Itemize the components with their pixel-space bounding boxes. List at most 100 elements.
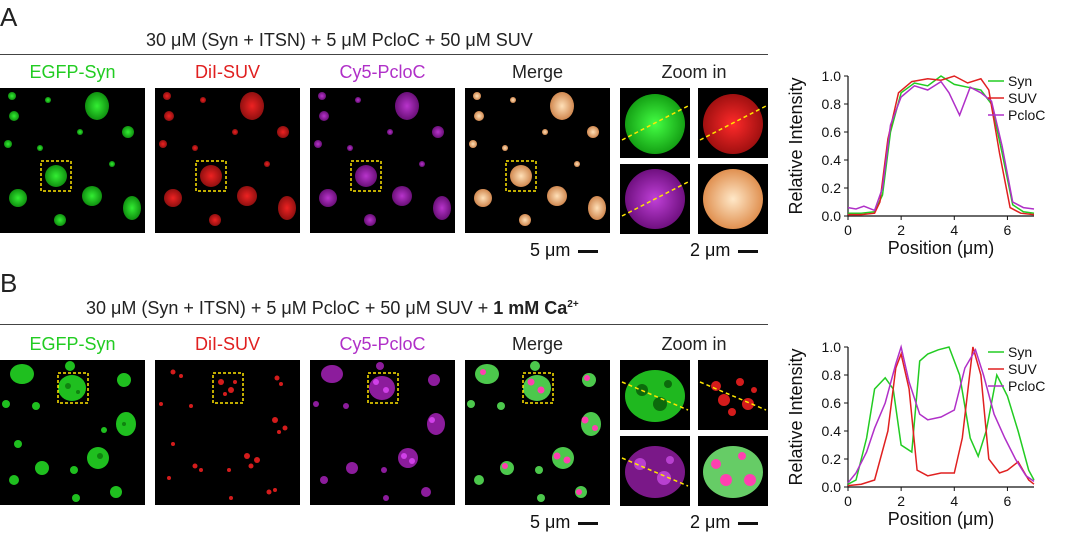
x-axis-label: Position (μm)	[888, 509, 994, 529]
x-tick-label: 6	[1004, 493, 1012, 509]
droplet-field	[159, 369, 288, 500]
micrograph-dii-suv-b	[155, 360, 300, 505]
zoom-ploc-b	[620, 436, 690, 506]
zoom-droplet	[703, 446, 763, 498]
legend-label: SUV	[1008, 361, 1037, 377]
channel-label-egfp-syn: EGFP-Syn	[29, 334, 116, 354]
zoom-droplet	[699, 94, 767, 154]
scalebar-main-a: 5 μm	[530, 240, 599, 261]
zoom-merge-a	[698, 164, 768, 234]
x-tick-label: 2	[897, 493, 905, 509]
zoom-merge-b	[698, 436, 768, 506]
channel-label-dii-suv: DiI-SUV	[194, 62, 260, 82]
y-tick-label: 1.0	[822, 68, 842, 84]
line-profile-chart-a: 0.0 0.2 0.4 0.6 0.8 1.0 0 2 4 6 Position (μm) Relat…	[780, 62, 1075, 267]
micrograph-cy5-ploc-b	[310, 360, 455, 505]
channel-label-dii-suv: DiI-SUV	[194, 334, 260, 354]
zoom-ploc-a	[620, 164, 690, 234]
zoom-syn-b	[620, 360, 690, 430]
series-line-pcloc	[847, 344, 1035, 484]
legend-label: PcloC	[1008, 107, 1045, 123]
channel-label-merge: Merge	[511, 334, 564, 354]
micrograph-dii-suv-a	[155, 88, 300, 233]
y-tick-label: 0.8	[822, 96, 842, 112]
y-tick-label: 0.4	[822, 152, 842, 168]
y-tick-label: 0.8	[822, 367, 842, 383]
condition-text: 30 μM (Syn + ITSN) + 5 μM PcloC + 50 μM …	[146, 30, 533, 50]
legend-label: PcloC	[1008, 378, 1045, 394]
micrograph-egfp-syn-a	[0, 88, 145, 233]
channel-label-merge: Merge	[511, 62, 564, 82]
y-tick-label: 0.6	[822, 395, 842, 411]
zoom-droplet	[621, 94, 689, 154]
droplet-field	[314, 92, 451, 226]
x-tick-label: 4	[950, 493, 958, 509]
micrograph-egfp-syn-b	[0, 360, 145, 505]
y-tick-label: 0.2	[822, 451, 842, 467]
x-tick-label: 4	[950, 222, 958, 238]
zoom-droplet	[621, 169, 689, 229]
scalebar-main-b: 5 μm	[530, 512, 599, 533]
scalebar-label: 2 μm	[690, 512, 731, 532]
condition-label-b: 30 μM (Syn + ITSN) + 5 μM PcloC + 50 μM …	[86, 298, 579, 319]
line-profile-chart-b: 0.0 0.2 0.4 0.6 0.8 1.0 0 2 4 6 Position (μm) Relat…	[780, 333, 1075, 538]
y-tick-label: 1.0	[822, 339, 842, 355]
y-tick-label: 0.4	[822, 423, 842, 439]
legend-label: Syn	[1008, 344, 1032, 360]
droplet-field	[467, 361, 601, 502]
condition-superscript: 2+	[567, 299, 579, 310]
scalebar-label: 5 μm	[530, 240, 571, 260]
y-axis-label: Relative Intensity	[786, 348, 806, 485]
series-line-suv	[847, 346, 1035, 487]
condition-rule-a	[0, 54, 768, 55]
series-line-pcloc	[847, 80, 1035, 212]
zoom-droplet	[703, 169, 763, 229]
scalebar-label: 5 μm	[530, 512, 571, 532]
x-tick-label: 0	[844, 222, 852, 238]
scalebar-line	[738, 521, 759, 525]
channel-label-zoom-in: Zoom in	[661, 334, 727, 354]
panel-letter-a: A	[0, 2, 18, 32]
droplet-field	[313, 362, 445, 501]
series-line-suv	[848, 75, 1035, 216]
micrograph-cy5-ploc-a	[310, 88, 455, 233]
x-axis-label: Position (μm)	[888, 238, 994, 258]
y-tick-label: 0.0	[822, 479, 842, 495]
channel-label-cy5-ploc: Cy5-PcloC	[339, 334, 426, 354]
panel-letter-b: B	[0, 268, 18, 298]
micrograph-merge-a	[465, 88, 610, 233]
y-axis-label: Relative Intensity	[786, 77, 806, 214]
scalebar-line	[578, 521, 599, 525]
condition-text: 30 μM (Syn + ITSN) + 5 μM PcloC + 50 μM …	[86, 298, 494, 318]
y-tick-label: 0.0	[822, 208, 842, 224]
y-tick-label: 0.6	[822, 124, 842, 140]
condition-bold-text: 1 mM Ca	[493, 298, 568, 318]
series-line-syn	[848, 75, 1035, 214]
droplet-field	[159, 92, 296, 226]
micrograph-merge-b	[465, 360, 610, 505]
droplet-field	[2, 361, 136, 502]
zoom-suv-b	[698, 360, 768, 430]
legend-label: Syn	[1008, 73, 1032, 89]
x-tick-label: 0	[844, 493, 852, 509]
condition-rule-b	[0, 324, 768, 325]
channel-label-zoom-in: Zoom in	[661, 62, 727, 82]
zoom-droplet	[621, 446, 689, 498]
zoom-syn-a	[620, 88, 690, 158]
channel-label-egfp-syn: EGFP-Syn	[29, 62, 116, 82]
x-tick-label: 2	[897, 222, 905, 238]
y-tick-label: 0.2	[822, 180, 842, 196]
line-profile-svg-a: 0.0 0.2 0.4 0.6 0.8 1.0 0 2 4 6 Position (μm) Relat…	[786, 68, 1045, 258]
zoom-droplet	[621, 370, 689, 422]
line-profile-svg-b: 0.0 0.2 0.4 0.6 0.8 1.0 0 2 4 6 Position (μm) Relat…	[786, 339, 1045, 529]
droplet-field	[4, 92, 141, 226]
scalebar-label: 2 μm	[690, 240, 731, 260]
scalebar-zoom-b: 2 μm	[690, 512, 759, 533]
scalebar-line	[578, 249, 599, 253]
condition-label-a: 30 μM (Syn + ITSN) + 5 μM PcloC + 50 μM …	[146, 30, 533, 51]
zoom-droplet	[699, 378, 767, 416]
x-tick-label: 6	[1004, 222, 1012, 238]
zoom-suv-a	[698, 88, 768, 158]
scalebar-line	[738, 249, 759, 253]
scalebar-zoom-a: 2 μm	[690, 240, 759, 261]
